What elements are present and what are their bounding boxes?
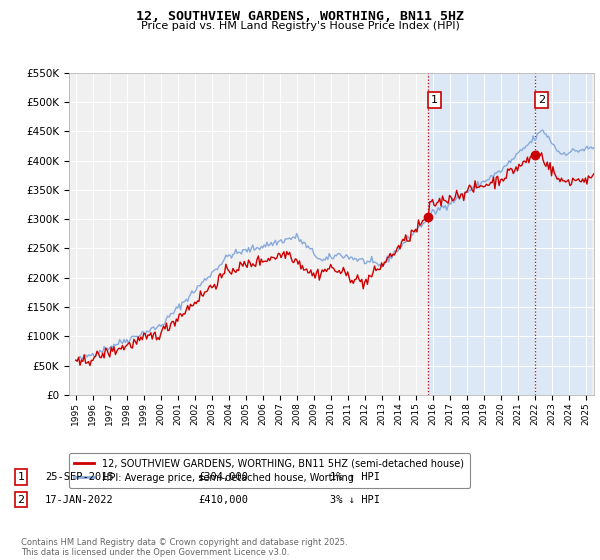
Text: £410,000: £410,000: [198, 494, 248, 505]
Text: Price paid vs. HM Land Registry's House Price Index (HPI): Price paid vs. HM Land Registry's House …: [140, 21, 460, 31]
Text: 1: 1: [17, 472, 25, 482]
Bar: [535, 73, 590, 395]
Text: 1: 1: [431, 95, 438, 105]
Text: 17-JAN-2022: 17-JAN-2022: [45, 494, 114, 505]
Text: 3% ↓ HPI: 3% ↓ HPI: [330, 494, 380, 505]
Text: 25-SEP-2015: 25-SEP-2015: [45, 472, 114, 482]
Text: 2: 2: [538, 95, 545, 105]
Text: Contains HM Land Registry data © Crown copyright and database right 2025.
This d: Contains HM Land Registry data © Crown c…: [21, 538, 347, 557]
Text: 12, SOUTHVIEW GARDENS, WORTHING, BN11 5HZ: 12, SOUTHVIEW GARDENS, WORTHING, BN11 5H…: [136, 10, 464, 23]
Text: £304,000: £304,000: [198, 472, 248, 482]
Text: 2: 2: [17, 494, 25, 505]
Legend: 12, SOUTHVIEW GARDENS, WORTHING, BN11 5HZ (semi-detached house), HPI: Average pr: 12, SOUTHVIEW GARDENS, WORTHING, BN11 5H…: [68, 453, 470, 488]
Text: 1% ↑ HPI: 1% ↑ HPI: [330, 472, 380, 482]
Bar: [428, 73, 535, 395]
